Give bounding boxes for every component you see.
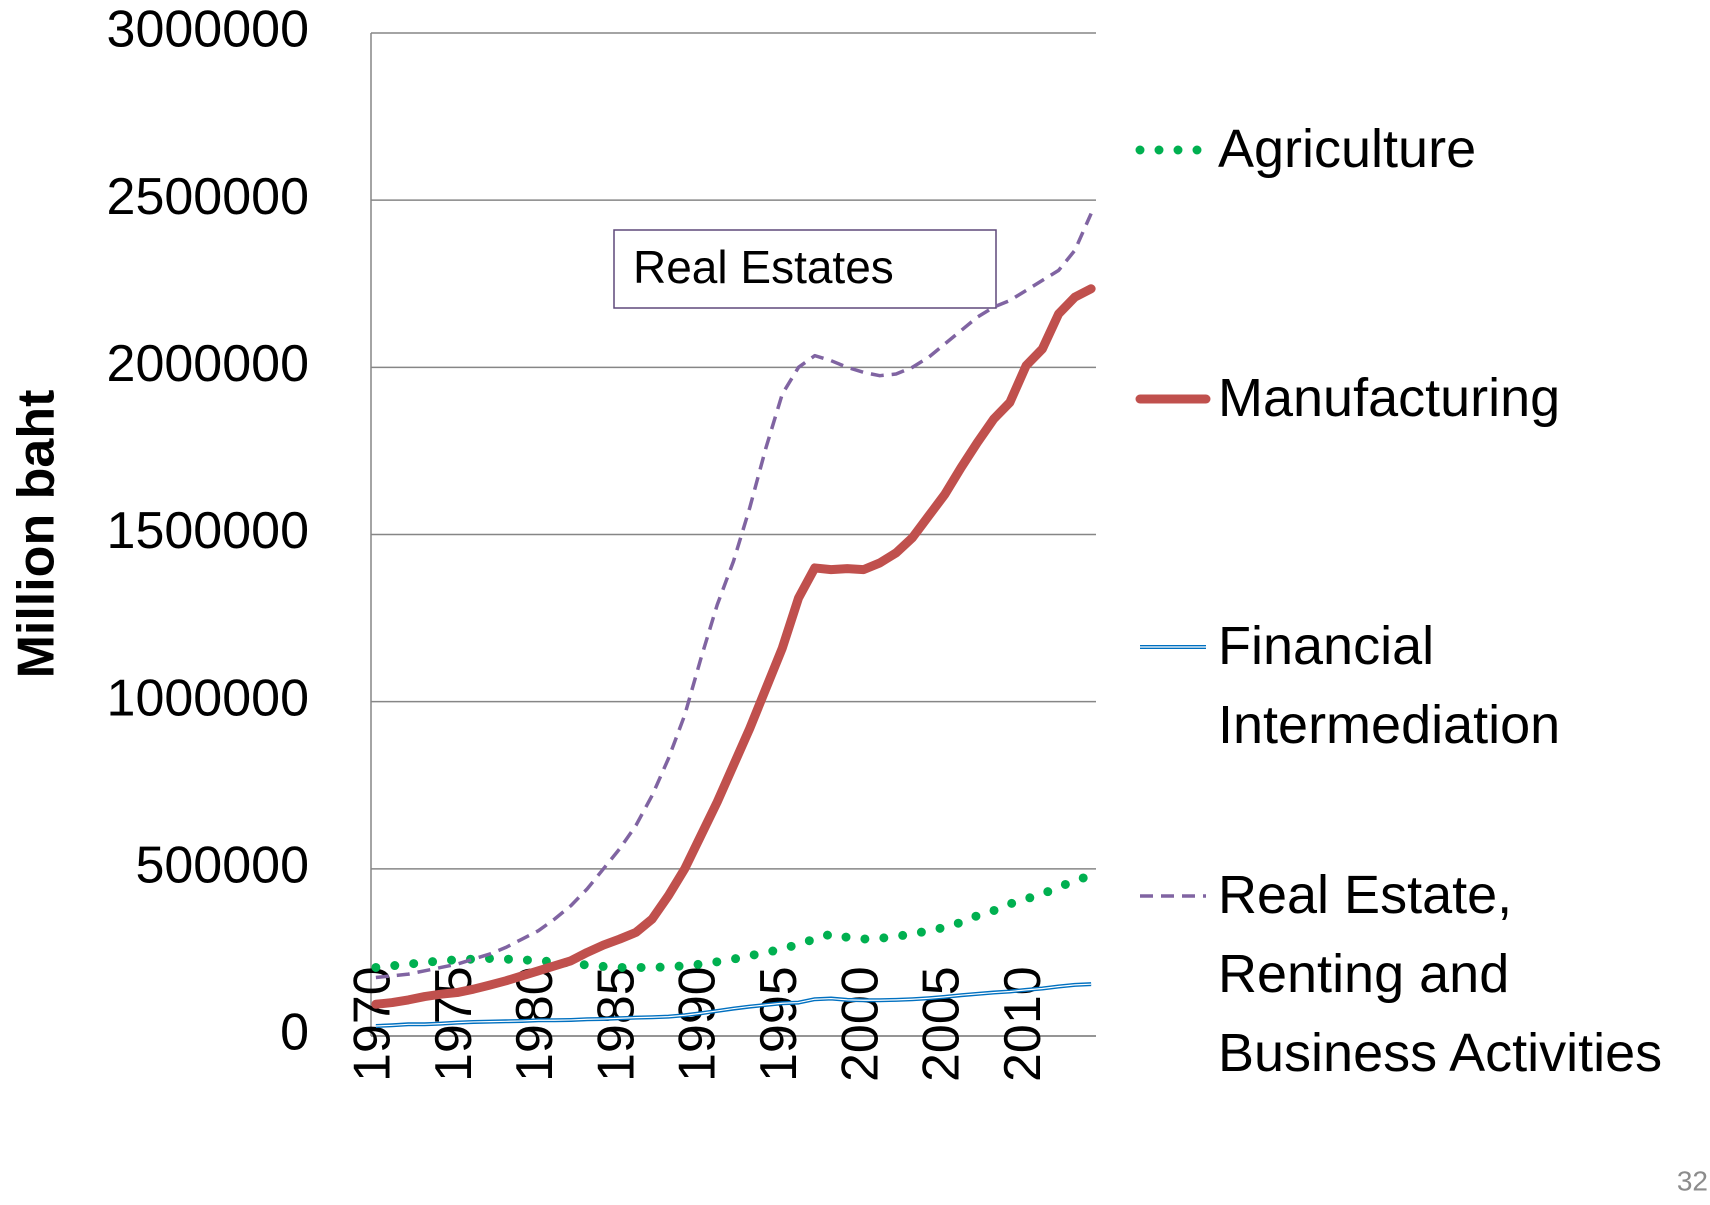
- x-tick-label: 2000: [831, 966, 889, 1082]
- y-tick-label: 3000000: [107, 1, 309, 59]
- y-tick-label: 500000: [135, 837, 309, 895]
- y-tick-label: 1000000: [107, 669, 309, 727]
- legend-label: Real Estate, Renting and Business Activi…: [1218, 865, 1663, 1083]
- y-axis-label: Million baht: [8, 390, 66, 679]
- y-tick-label: 2500000: [107, 168, 309, 226]
- x-tick-label: 1990: [669, 966, 727, 1082]
- x-tick-label: 1980: [506, 966, 564, 1082]
- legend-label: Agriculture: [1218, 119, 1477, 179]
- y-tick-label: 0: [280, 1004, 309, 1062]
- data-line: [371, 871, 1096, 972]
- y-tick-label: 1500000: [107, 502, 309, 560]
- legend-label: Financial Intermediation: [1218, 616, 1561, 755]
- legend-label: Manufacturing: [1218, 368, 1561, 428]
- x-tick-label: 1995: [750, 966, 808, 1082]
- annotation: Real Estates: [633, 241, 894, 293]
- data-line: [375, 212, 1093, 980]
- x-tick-label: 2005: [913, 966, 971, 1082]
- y-tick-label: 2000000: [107, 335, 309, 393]
- annotation-box: [613, 229, 997, 309]
- x-tick-label: 2010: [994, 966, 1052, 1082]
- data-line-inner: [375, 983, 1092, 1027]
- data-line: [371, 284, 1096, 1009]
- x-tick-label: 1985: [587, 966, 645, 1082]
- page-number: 32: [1677, 1165, 1708, 1196]
